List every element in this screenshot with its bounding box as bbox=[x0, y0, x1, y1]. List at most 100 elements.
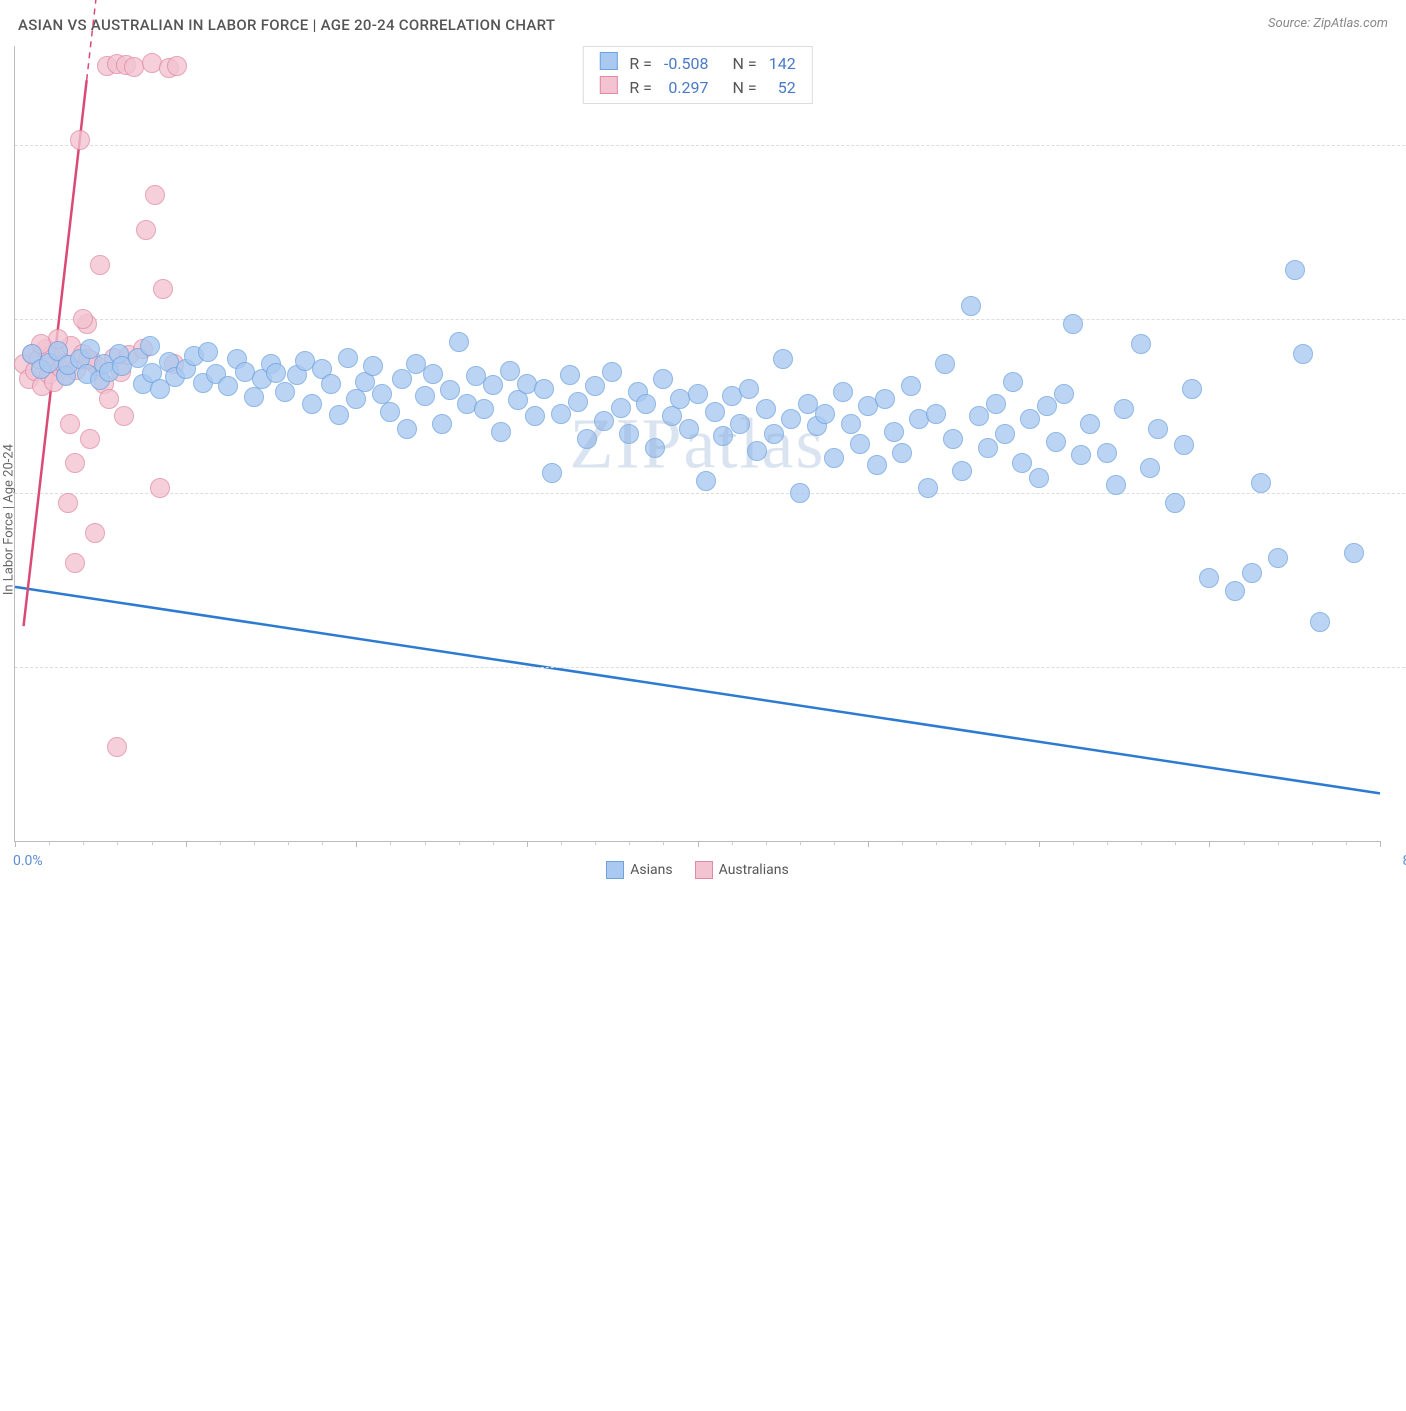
data-point-asians bbox=[1344, 543, 1364, 563]
data-point-asians bbox=[551, 404, 571, 424]
data-point-asians bbox=[943, 429, 963, 449]
x-minor-tick bbox=[629, 841, 630, 845]
data-point-asians bbox=[841, 414, 861, 434]
x-minor-tick bbox=[1073, 841, 1074, 845]
x-minor-tick bbox=[1244, 841, 1245, 845]
data-point-asians bbox=[892, 443, 912, 463]
data-point-asians bbox=[432, 414, 452, 434]
data-point-asians bbox=[1310, 612, 1330, 632]
swatch-australians bbox=[599, 76, 617, 94]
data-point-asians bbox=[773, 349, 793, 369]
n-value-australians: 52 bbox=[763, 75, 802, 99]
gridline bbox=[15, 319, 1406, 320]
data-point-asians bbox=[602, 362, 622, 382]
n-value-asians: 142 bbox=[763, 51, 802, 75]
trend-lines bbox=[15, 46, 1380, 1411]
data-point-asians bbox=[756, 399, 776, 419]
x-minor-tick bbox=[1141, 841, 1142, 845]
data-point-asians bbox=[140, 336, 160, 356]
data-point-asians bbox=[577, 429, 597, 449]
legend-item-asians: Asians bbox=[606, 861, 672, 879]
data-point-asians bbox=[901, 376, 921, 396]
data-point-asians bbox=[542, 463, 562, 483]
x-tick bbox=[1039, 841, 1040, 847]
x-minor-tick bbox=[936, 841, 937, 845]
data-point-australians bbox=[65, 553, 85, 573]
data-point-asians bbox=[764, 424, 784, 444]
data-point-asians bbox=[329, 405, 349, 425]
data-point-asians bbox=[619, 424, 639, 444]
x-minor-tick bbox=[322, 841, 323, 845]
data-point-australians bbox=[90, 255, 110, 275]
x-minor-tick bbox=[663, 841, 664, 845]
data-point-australians bbox=[153, 279, 173, 299]
data-point-asians bbox=[1251, 473, 1271, 493]
data-point-asians bbox=[875, 389, 895, 409]
source-attribution: Source: ZipAtlas.com bbox=[1268, 16, 1388, 31]
data-point-australians bbox=[107, 737, 127, 757]
r-label: R = bbox=[623, 51, 658, 75]
data-point-asians bbox=[491, 422, 511, 442]
stats-legend: R = -0.508 N = 142 R = 0.297 N = 52 bbox=[582, 46, 812, 104]
x-minor-tick bbox=[1107, 841, 1108, 845]
x-minor-tick bbox=[49, 841, 50, 845]
x-minor-tick bbox=[732, 841, 733, 845]
data-point-asians bbox=[1174, 435, 1194, 455]
legend-item-australians: Australians bbox=[695, 861, 789, 879]
data-point-asians bbox=[713, 426, 733, 446]
data-point-asians bbox=[645, 438, 665, 458]
data-point-asians bbox=[747, 441, 767, 461]
data-point-asians bbox=[986, 394, 1006, 414]
x-minor-tick bbox=[493, 841, 494, 845]
data-point-asians bbox=[969, 406, 989, 426]
x-min-label: 0.0% bbox=[13, 853, 43, 869]
x-minor-tick bbox=[902, 841, 903, 845]
data-point-asians bbox=[415, 386, 435, 406]
data-point-asians bbox=[790, 483, 810, 503]
data-point-australians bbox=[70, 130, 90, 150]
data-point-asians bbox=[1046, 432, 1066, 452]
data-point-asians bbox=[397, 419, 417, 439]
data-point-asians bbox=[275, 382, 295, 402]
x-minor-tick bbox=[459, 841, 460, 845]
data-point-asians bbox=[824, 448, 844, 468]
data-point-australians bbox=[58, 493, 78, 513]
data-point-asians bbox=[302, 394, 322, 414]
data-point-asians bbox=[1285, 260, 1305, 280]
data-point-asians bbox=[781, 409, 801, 429]
data-point-asians bbox=[1182, 379, 1202, 399]
x-tick bbox=[15, 841, 16, 847]
data-point-asians bbox=[1097, 443, 1117, 463]
data-point-asians bbox=[1148, 419, 1168, 439]
data-point-asians bbox=[679, 419, 699, 439]
data-point-asians bbox=[321, 374, 341, 394]
data-point-asians bbox=[218, 376, 238, 396]
data-point-asians bbox=[1012, 453, 1032, 473]
data-point-asians bbox=[1037, 396, 1057, 416]
x-minor-tick bbox=[834, 841, 835, 845]
gridline bbox=[15, 667, 1406, 668]
gridline bbox=[15, 493, 1406, 494]
data-point-asians bbox=[266, 363, 286, 383]
data-point-australians bbox=[145, 185, 165, 205]
x-minor-tick bbox=[254, 841, 255, 845]
data-point-asians bbox=[525, 406, 545, 426]
chart-title: ASIAN VS AUSTRALIAN IN LABOR FORCE | AGE… bbox=[18, 16, 555, 34]
data-point-asians bbox=[1199, 568, 1219, 588]
x-tick bbox=[186, 841, 187, 847]
data-point-asians bbox=[1080, 414, 1100, 434]
swatch-asians bbox=[599, 52, 617, 70]
data-point-australians bbox=[60, 414, 80, 434]
x-minor-tick bbox=[288, 841, 289, 845]
data-point-asians bbox=[1131, 334, 1151, 354]
chart-area: In Labor Force | Age 20-24 ZIPatlas 47.5… bbox=[14, 46, 1380, 842]
data-point-asians bbox=[1114, 399, 1134, 419]
data-point-asians bbox=[1242, 563, 1262, 583]
x-max-label: 80.0% bbox=[1402, 853, 1406, 869]
data-point-asians bbox=[1003, 372, 1023, 392]
data-point-asians bbox=[1140, 458, 1160, 478]
data-point-asians bbox=[884, 422, 904, 442]
data-point-australians bbox=[136, 220, 156, 240]
data-point-australians bbox=[65, 453, 85, 473]
data-point-australians bbox=[85, 523, 105, 543]
